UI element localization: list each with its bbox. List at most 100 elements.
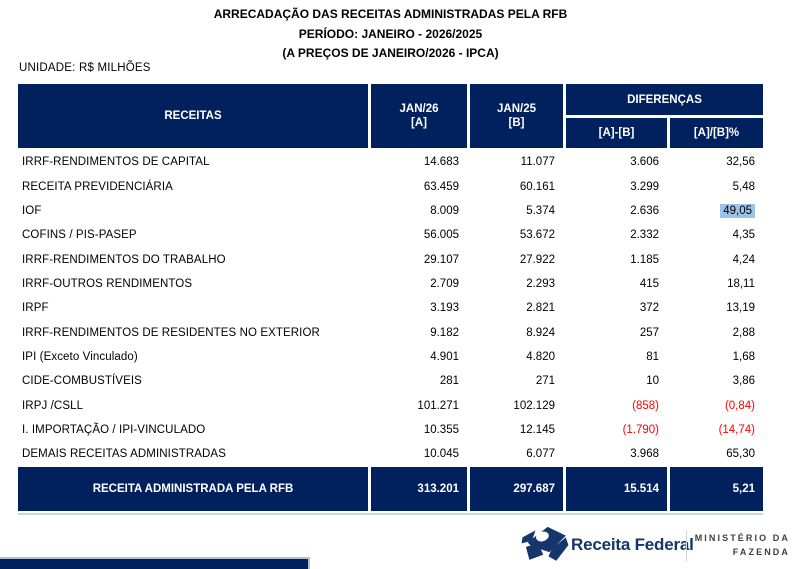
value-diff: 2.332 bbox=[630, 229, 659, 242]
report-title: ARRECADAÇÃO DAS RECEITAS ADMINISTRADAS P… bbox=[213, 7, 568, 21]
value-pct: 13,19 bbox=[726, 302, 755, 315]
receita-federal-logo-icon bbox=[521, 526, 569, 561]
value-diff: (1.790) bbox=[622, 423, 659, 436]
value-jan25: 5.374 bbox=[526, 204, 555, 217]
header-jan26: JAN/26 [A] bbox=[371, 84, 467, 148]
total-label: RECEITA ADMINISTRADA PELA RFB bbox=[18, 467, 368, 512]
value-pct: (14,74) bbox=[718, 423, 755, 436]
ministry-line2: FAZENDA bbox=[732, 547, 790, 557]
value-jan26: 63.459 bbox=[423, 180, 459, 193]
table-row: IRPJ /CSLL 101.271 102.129 (858) (0,84) bbox=[18, 393, 763, 417]
value-jan26: 14.683 bbox=[423, 156, 459, 169]
table-row: DEMAIS RECEITAS ADMINISTRADAS 10.045 6.077… bbox=[18, 442, 763, 466]
value-jan25: 102.129 bbox=[513, 399, 555, 412]
report-period: PERÍODO: JANEIRO - 2026/2025 bbox=[298, 26, 483, 41]
receita-name: IRPJ /CSLL bbox=[22, 399, 84, 412]
footer-divider bbox=[686, 530, 687, 562]
receita-federal-wordmark: Receita Federal bbox=[571, 535, 694, 554]
value-jan26: 10.045 bbox=[423, 448, 459, 461]
value-pct: 4,24 bbox=[732, 253, 755, 266]
value-jan26: 101.271 bbox=[417, 399, 459, 412]
table-row: IRRF-RENDIMENTOS DO TRABALHO 29.107 27.922… bbox=[18, 247, 763, 271]
value-jan26: 10.355 bbox=[423, 423, 459, 436]
value-jan25: 271 bbox=[535, 375, 555, 388]
header-diferencas: DIFERENÇAS bbox=[566, 84, 763, 115]
value-pct: 65,30 bbox=[726, 448, 755, 461]
value-diff: 1.185 bbox=[630, 253, 659, 266]
table-row: CIDE-COMBUSTÍVEIS 281 271 10 3,86 bbox=[18, 369, 763, 393]
receita-name: COFINS / PIS-PASEP bbox=[22, 229, 137, 242]
table-header: RECEITAS JAN/26 [A] JAN/25 [B] DIFERENÇA… bbox=[18, 84, 763, 148]
value-pct: 1,68 bbox=[732, 350, 755, 363]
header-diff-abs: [A]-[B] bbox=[566, 118, 667, 148]
value-jan26: 4.901 bbox=[430, 350, 459, 363]
value-diff: 3.968 bbox=[630, 448, 659, 461]
value-diff: 257 bbox=[639, 326, 659, 339]
table-bottom-border bbox=[18, 513, 763, 516]
table-body: IRRF-RENDIMENTOS DE CAPITAL 14.683 11.077 3… bbox=[18, 150, 763, 466]
value-diff: 415 bbox=[639, 277, 659, 290]
receita-name: CIDE-COMBUSTÍVEIS bbox=[22, 375, 142, 388]
table-row: I. IMPORTAÇÃO / IPI-VINCULADO 10.355 12.14… bbox=[18, 418, 763, 442]
header-diff-pct: [A]/[B]% bbox=[670, 118, 763, 148]
receita-name: IPI (Exceto Vinculado) bbox=[22, 350, 138, 363]
unit-label: UNIDADE: R$ MILHÕES bbox=[19, 62, 151, 74]
value-diff: 10 bbox=[646, 375, 659, 388]
value-jan25: 6.077 bbox=[526, 448, 555, 461]
receita-name: IOF bbox=[22, 204, 42, 217]
value-jan26: 8.009 bbox=[430, 204, 459, 217]
value-pct: 18,11 bbox=[727, 277, 755, 290]
title-block: ARRECADAÇÃO DAS RECEITAS ADMINISTRADAS P… bbox=[18, 5, 763, 64]
value-diff: 3.299 bbox=[630, 180, 659, 193]
value-pct: 5,48 bbox=[732, 180, 755, 193]
table-row: RECEITA PREVIDENCIÁRIA 63.459 60.161 3.299 5… bbox=[18, 174, 763, 198]
value-jan25: 60.161 bbox=[519, 180, 555, 193]
ministry-line1: MINISTÉRIO DA bbox=[694, 533, 790, 543]
value-diff: 3.606 bbox=[630, 156, 659, 169]
value-jan26: 9.182 bbox=[430, 326, 459, 339]
receita-name: IRRF-RENDIMENTOS DE CAPITAL bbox=[22, 156, 210, 169]
table-row: IRRF-OUTROS RENDIMENTOS 2.709 2.293 415 18,1… bbox=[18, 272, 763, 296]
receita-name: I. IMPORTAÇÃO / IPI-VINCULADO bbox=[22, 423, 206, 436]
value-jan25: 2.293 bbox=[526, 277, 555, 290]
value-jan26: 56.005 bbox=[423, 229, 459, 242]
header-jan26-label: JAN/26 bbox=[399, 103, 439, 115]
table-row: IRPF 3.193 2.821 372 13,19 bbox=[18, 296, 763, 320]
value-jan26: 3.193 bbox=[430, 302, 459, 315]
value-jan25: 8.924 bbox=[526, 326, 555, 339]
total-pct: 5,21 bbox=[670, 467, 763, 512]
value-jan25: 12.145 bbox=[519, 423, 555, 436]
value-pct: (0,84) bbox=[724, 399, 755, 412]
value-jan25: 11.077 bbox=[520, 156, 555, 169]
header-jan26-key: [A] bbox=[411, 117, 427, 129]
ministry-name: MINISTÉRIO DA FAZENDA bbox=[686, 531, 790, 559]
table-row: IRRF-RENDIMENTOS DE RESIDENTES NO EXTERI… bbox=[18, 320, 763, 344]
receita-name: IRRF-OUTROS RENDIMENTOS bbox=[22, 277, 193, 290]
value-pct: 4,35 bbox=[732, 229, 755, 242]
receita-name: IRPF bbox=[22, 302, 49, 315]
value-diff: 2.636 bbox=[630, 204, 659, 217]
total-diff: 15.514 bbox=[566, 467, 667, 512]
value-pct: 49,05 bbox=[670, 203, 763, 218]
value-jan25: 4.820 bbox=[526, 350, 555, 363]
total-jan26: 313.201 bbox=[371, 467, 467, 512]
table-row: IRRF-RENDIMENTOS DE CAPITAL 14.683 11.077 3… bbox=[18, 150, 763, 174]
header-jan25-label: JAN/25 bbox=[497, 103, 536, 115]
value-diff: 81 bbox=[646, 350, 659, 363]
value-diff: 372 bbox=[639, 302, 659, 315]
value-jan25: 27.922 bbox=[519, 253, 555, 266]
bottom-accent-bar bbox=[0, 557, 310, 569]
value-pct: 3,86 bbox=[732, 375, 755, 388]
value-jan26: 2.709 bbox=[430, 277, 459, 290]
selection-highlight: 49,05 bbox=[720, 203, 755, 218]
value-pct: 32,56 bbox=[726, 156, 755, 169]
value-jan26: 29.107 bbox=[423, 253, 459, 266]
value-jan25: 53.672 bbox=[519, 229, 555, 242]
total-row: RECEITA ADMINISTRADA PELA RFB 313.201 29… bbox=[18, 467, 763, 512]
report-price-basis: (A PREÇOS DE JANEIRO/2026 - IPCA) bbox=[282, 46, 499, 60]
value-pct: 2,88 bbox=[732, 326, 755, 339]
value-diff: (858) bbox=[632, 399, 659, 412]
value-jan26: 281 bbox=[439, 375, 459, 388]
header-jan25-key: [B] bbox=[508, 117, 525, 129]
